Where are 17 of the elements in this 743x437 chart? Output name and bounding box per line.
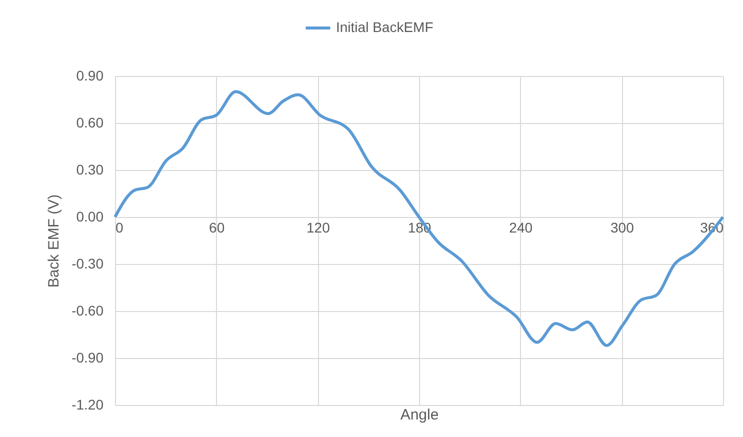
x-tick-label: 300 [610, 220, 634, 236]
y-tick-label: -0.60 [72, 302, 104, 318]
legend-label: Initial BackEMF [336, 19, 434, 35]
x-axis-title: Angle [400, 406, 439, 424]
x-tick-label: 60 [209, 220, 225, 236]
x-tick-label: 240 [509, 220, 533, 236]
y-axis-title: Back EMF (V) [46, 194, 63, 288]
x-tick-label: 120 [306, 220, 330, 236]
y-tick-label: 0.60 [76, 114, 104, 130]
y-tick-label: -0.30 [72, 256, 104, 272]
line-series [114, 90, 724, 347]
y-tick-label: 0.90 [76, 68, 104, 84]
y-tick-label: 0.30 [76, 162, 104, 178]
x-tick-label: 0 [116, 220, 124, 236]
y-tick-label: -1.20 [72, 396, 104, 412]
y-tick-label: 0.00 [76, 208, 104, 224]
y-tick-label: -0.90 [72, 350, 104, 366]
